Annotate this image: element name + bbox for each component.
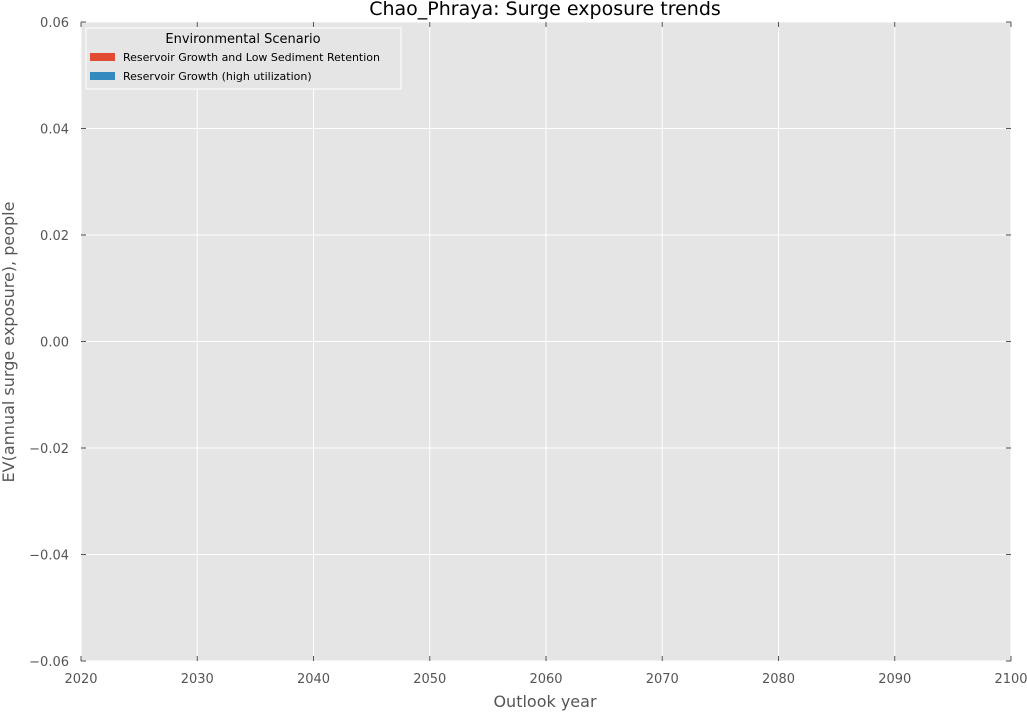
y-tick-label: 0.02: [40, 229, 69, 244]
x-tick-label: 2070: [646, 672, 679, 687]
legend-swatch-series-1: [90, 53, 115, 61]
legend-title: Environmental Scenario: [165, 32, 320, 47]
legend-label-series-2: Reservoir Growth (high utilization): [123, 70, 312, 83]
x-tick-label: 2100: [994, 672, 1027, 687]
y-tick-label: −0.06: [29, 655, 69, 670]
x-tick-label: 2020: [64, 672, 97, 687]
x-axis-label: Outlook year: [493, 692, 597, 711]
legend-box: [85, 27, 402, 90]
y-tick-label: 0.00: [40, 336, 69, 351]
legend-label-series-1: Reservoir Growth and Low Sediment Retent…: [123, 51, 380, 64]
axis-ticks: [80, 21, 1012, 662]
y-tick-label: −0.02: [29, 442, 69, 457]
legend-swatch-series-2: [90, 72, 115, 80]
x-tick-label: 2040: [297, 672, 330, 687]
x-tick-label: 2080: [762, 672, 795, 687]
y-tick-label: 0.06: [40, 16, 69, 31]
y-tick-label: −0.04: [29, 549, 69, 564]
legend: Environmental Scenario Reservoir Growth …: [85, 27, 402, 90]
x-tick-label: 2090: [878, 672, 911, 687]
y-tick-label: 0.04: [40, 123, 69, 138]
chart-title: Chao_Phraya: Surge exposure trends: [369, 0, 721, 20]
x-tick-label: 2030: [181, 672, 214, 687]
y-tick-labels: 0.06 0.04 0.02 0.00 −0.02 −0.04 −0.06: [29, 16, 69, 670]
y-axis-label: EV(annual surge exposure), people: [0, 202, 18, 483]
x-tick-labels: 2020 2030 2040 2050 2060 2070 2080 2090 2100: [64, 672, 1027, 687]
x-tick-label: 2050: [413, 672, 446, 687]
x-tick-label: 2060: [529, 672, 562, 687]
